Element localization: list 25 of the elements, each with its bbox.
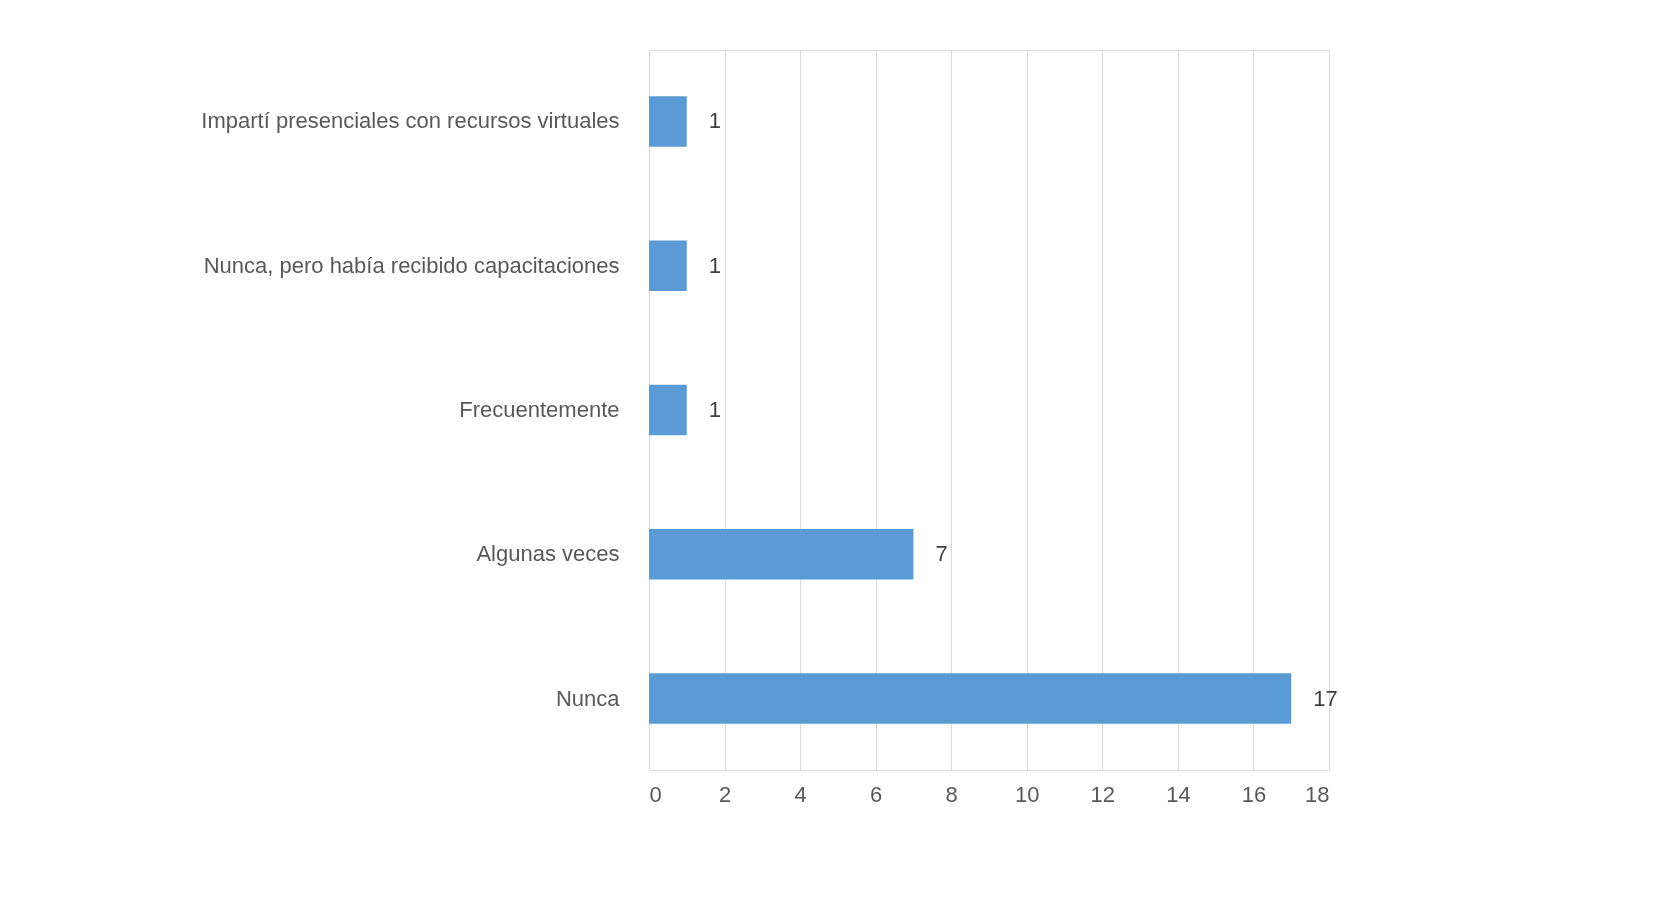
- bar: [649, 96, 687, 147]
- x-tick-label: 4: [794, 781, 807, 807]
- y-tick-label: Algunas veces: [476, 541, 620, 567]
- y-tick-label: Frecuentemente: [459, 397, 620, 422]
- y-tick-label: Impartí presenciales con recursos virtuales: [201, 108, 620, 134]
- data-label: 7: [935, 541, 948, 567]
- x-tick-label: 8: [945, 781, 958, 807]
- data-label: 1: [708, 252, 722, 278]
- bar: [649, 384, 687, 436]
- data-label: 17: [1313, 685, 1338, 711]
- y-tick-label: Nunca, pero había recibido capacitaciones: [203, 252, 620, 278]
- data-label: 1: [708, 108, 722, 134]
- x-tick-label: 0: [649, 781, 662, 807]
- bar: [649, 240, 687, 291]
- x-tick-label: 2: [718, 781, 732, 807]
- data-label: 1: [708, 397, 722, 422]
- x-tick-label: 10: [1015, 781, 1040, 807]
- bar: [649, 673, 1292, 724]
- x-tick-label: 16: [1241, 781, 1267, 807]
- x-tick-label: 12: [1090, 781, 1116, 807]
- y-tick-label: Nunca: [555, 685, 621, 711]
- x-tick-label: 14: [1166, 781, 1191, 807]
- x-tick-label: 6: [870, 781, 883, 807]
- bar: [649, 529, 914, 580]
- x-tick-label: 18: [1305, 781, 1330, 807]
